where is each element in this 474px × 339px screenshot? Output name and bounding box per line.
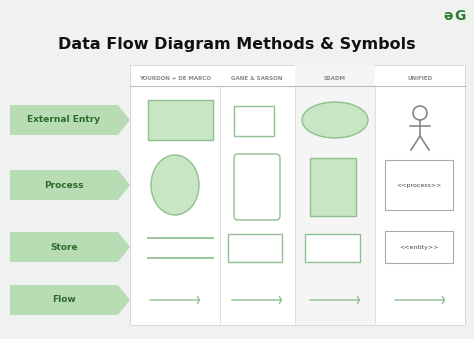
FancyBboxPatch shape (385, 160, 453, 210)
Text: Process: Process (44, 180, 84, 190)
Text: SSADM: SSADM (324, 76, 346, 80)
Text: G: G (454, 9, 465, 23)
Polygon shape (10, 285, 130, 315)
FancyBboxPatch shape (148, 100, 213, 140)
Text: <<process>>: <<process>> (396, 182, 442, 187)
Ellipse shape (151, 155, 199, 215)
Ellipse shape (302, 102, 368, 138)
FancyBboxPatch shape (130, 65, 465, 325)
FancyBboxPatch shape (305, 234, 360, 262)
FancyBboxPatch shape (234, 106, 274, 136)
FancyBboxPatch shape (385, 231, 453, 263)
Polygon shape (10, 170, 130, 200)
Text: UNIFIED: UNIFIED (408, 76, 433, 80)
FancyBboxPatch shape (295, 65, 375, 325)
FancyBboxPatch shape (234, 154, 280, 220)
Text: <<entity>>: <<entity>> (399, 244, 439, 250)
FancyBboxPatch shape (228, 234, 282, 262)
Polygon shape (10, 232, 130, 262)
Text: Store: Store (50, 242, 78, 252)
Text: YOURDON + DE MARCO: YOURDON + DE MARCO (139, 76, 211, 80)
FancyBboxPatch shape (310, 158, 356, 216)
Text: ə: ə (443, 9, 453, 23)
Polygon shape (10, 105, 130, 135)
Text: Data Flow Diagram Methods & Symbols: Data Flow Diagram Methods & Symbols (58, 37, 416, 52)
Text: External Entry: External Entry (27, 116, 100, 124)
Text: Flow: Flow (52, 296, 76, 304)
Text: GANE & SARSON: GANE & SARSON (231, 76, 283, 80)
